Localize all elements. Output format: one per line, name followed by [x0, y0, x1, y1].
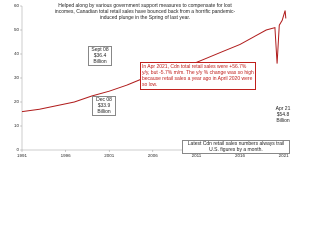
y-tick-label: 50: [14, 27, 20, 32]
y-tick-label: 40: [14, 51, 20, 56]
y-tick-label: 0: [16, 147, 19, 152]
lag-note: Latest Cdn retail sales numbers always t…: [182, 140, 290, 154]
headline-note: Helped along by various government suppo…: [52, 3, 238, 21]
peak-label: Sept 08 $36.4 Billion: [88, 46, 112, 66]
x-tick-label: 1996: [61, 153, 72, 158]
y-tick-label: 60: [14, 3, 20, 8]
x-tick-label: 2021: [279, 153, 290, 158]
chart: 0 10 20 30 40 50 60 1991 1996 2001 2006 2011 2016 202…: [13, 3, 295, 159]
yoy-note: In Apr 2021, Cdn total retail sales were…: [140, 62, 256, 90]
x-tick-label: 2001: [104, 153, 115, 158]
y-tick-label: 10: [14, 123, 20, 128]
x-tick-label: 2011: [192, 153, 202, 158]
latest-label: Apr 21 $54.8 Billion: [271, 106, 295, 124]
x-tick-label: 1991: [17, 153, 28, 158]
x-tick-label: 2006: [148, 153, 159, 158]
y-tick-label: 30: [14, 75, 20, 80]
y-tick-label: 20: [14, 99, 20, 104]
trough-label: Dec 08 $33.9 Billion: [92, 96, 116, 116]
x-tick-label: 2016: [235, 153, 246, 158]
